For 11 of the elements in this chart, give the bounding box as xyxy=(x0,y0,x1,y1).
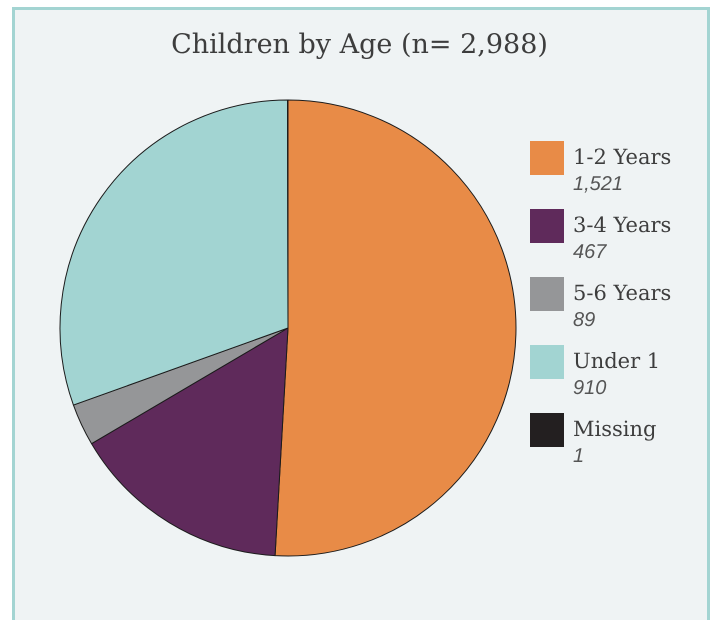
legend-label: Missing xyxy=(573,417,656,441)
legend-label: 1-2 Years xyxy=(573,145,672,169)
data-label: 1 xyxy=(573,445,584,467)
legend-label: 3-4 Years xyxy=(573,213,672,237)
chart-title: Children by Age (n= 2,988) xyxy=(171,29,548,60)
legend-label: Under 1 xyxy=(573,349,660,373)
data-label: 467 xyxy=(573,241,608,263)
legend-label: 5-6 Years xyxy=(573,281,672,305)
data-label: 910 xyxy=(573,377,606,399)
data-label: 89 xyxy=(573,309,596,331)
data-label: 1,521 xyxy=(573,173,624,195)
